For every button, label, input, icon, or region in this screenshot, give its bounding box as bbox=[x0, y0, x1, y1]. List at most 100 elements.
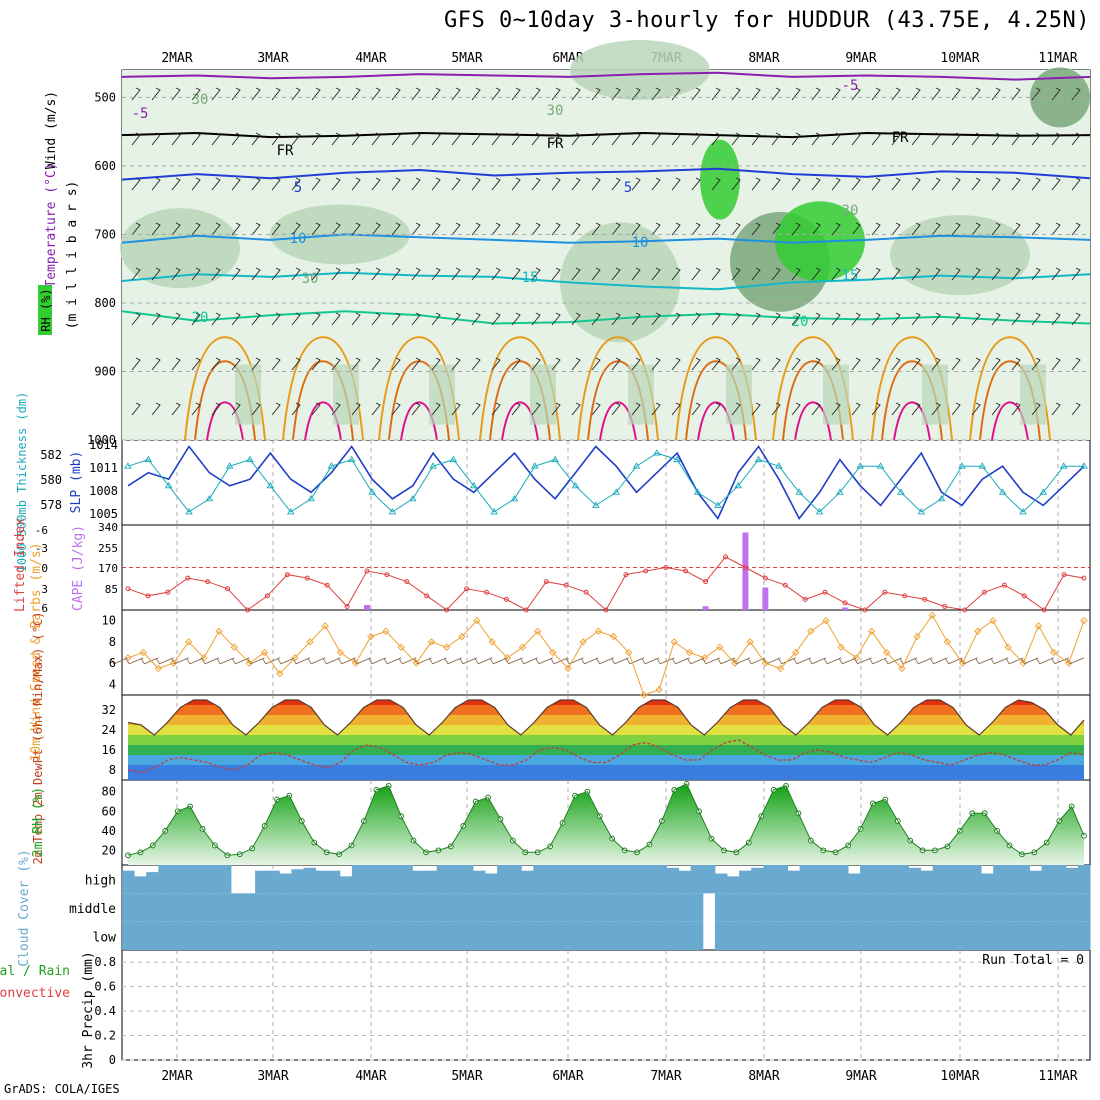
wind-barb bbox=[171, 402, 181, 416]
wind-barb bbox=[331, 357, 341, 371]
wind-barb bbox=[551, 312, 561, 326]
wind-barb bbox=[751, 87, 761, 101]
cloud-bar-high bbox=[194, 865, 208, 894]
axis-tick-label: 500 bbox=[94, 90, 116, 104]
cloud-bar-middle bbox=[436, 893, 450, 922]
wind-barb bbox=[231, 87, 241, 101]
cloud-bar-middle bbox=[920, 893, 934, 922]
thickness-point bbox=[612, 488, 620, 495]
wind-barb bbox=[971, 177, 981, 191]
contour-label: 10 bbox=[290, 231, 307, 247]
cloud-bar-middle bbox=[956, 893, 970, 922]
wind-barb bbox=[731, 87, 741, 101]
cloud-bar-middle bbox=[775, 893, 788, 922]
cloud-bar-high bbox=[388, 865, 401, 894]
wind-barb bbox=[991, 132, 1001, 146]
wind-barb bbox=[1011, 222, 1021, 236]
cloud-bar-middle bbox=[969, 893, 982, 922]
cloud-bar-high bbox=[1041, 865, 1055, 894]
wind-barb bbox=[731, 312, 741, 326]
wind-barb bbox=[971, 267, 981, 281]
wind-point bbox=[792, 648, 800, 657]
cloud-bar-middle bbox=[497, 893, 510, 922]
cloud-bar-low bbox=[122, 921, 135, 950]
isotherm-line bbox=[121, 233, 1091, 244]
wind-point bbox=[230, 643, 238, 651]
wind-barb bbox=[990, 657, 1009, 665]
wind-barb bbox=[671, 222, 681, 236]
cloud-bar-low bbox=[1041, 921, 1055, 950]
axis-tick-label: 1005 bbox=[89, 507, 118, 521]
wind-barb bbox=[811, 312, 821, 326]
contour-label: 30 bbox=[302, 271, 319, 287]
cloud-bar-low bbox=[388, 921, 401, 950]
wind-barb bbox=[311, 222, 321, 236]
wind-barb bbox=[571, 87, 581, 101]
cloud-bar-low bbox=[666, 921, 680, 950]
wind-barb bbox=[131, 87, 141, 101]
wind-barb bbox=[671, 267, 681, 281]
cloud-bar-low bbox=[751, 921, 764, 950]
date-tick-bottom: 11MAR bbox=[1038, 1069, 1077, 1084]
wind-barb bbox=[531, 222, 541, 236]
wind-barb bbox=[1031, 177, 1041, 191]
thickness-point bbox=[408, 494, 417, 502]
wind-barb bbox=[871, 222, 881, 236]
wind-barb bbox=[717, 657, 736, 665]
wind-barb bbox=[431, 177, 441, 191]
wind-barb bbox=[831, 177, 841, 191]
li-point bbox=[324, 582, 330, 588]
contour-label: FR bbox=[892, 130, 909, 146]
wind-barb bbox=[951, 312, 961, 326]
wind-barb bbox=[711, 222, 721, 236]
wind-barb bbox=[231, 132, 241, 146]
rh2m-area bbox=[128, 783, 1084, 865]
li-point bbox=[862, 607, 868, 613]
cloud-bar-low bbox=[727, 921, 740, 950]
cloud-bar-high bbox=[291, 869, 304, 894]
wind-barb bbox=[151, 87, 161, 101]
wind-barb bbox=[232, 657, 250, 665]
cloud-bar-low bbox=[1077, 921, 1091, 950]
axis-tick-label: -6 bbox=[35, 524, 48, 537]
wind-barb bbox=[823, 657, 842, 665]
cloud-bar-low bbox=[327, 921, 341, 950]
wind-barb bbox=[851, 177, 861, 191]
thickness-point bbox=[1039, 488, 1048, 495]
wind-barb bbox=[125, 657, 144, 665]
wind-barb bbox=[591, 177, 601, 191]
thickness-point bbox=[266, 481, 275, 489]
cloud-bar-low bbox=[243, 921, 256, 950]
wind-barb bbox=[151, 222, 161, 236]
cloud-bar-high bbox=[908, 867, 922, 894]
wind-barb bbox=[191, 222, 201, 236]
isotherm-line bbox=[121, 131, 1091, 139]
wind-barb bbox=[651, 312, 661, 326]
thickness-point bbox=[347, 455, 356, 463]
wind-point bbox=[306, 638, 314, 646]
cloud-bar-middle bbox=[896, 893, 909, 922]
wind-barb bbox=[491, 132, 501, 146]
wind-barb bbox=[751, 132, 761, 146]
cloud-bar-middle bbox=[1041, 893, 1055, 922]
wind-barb bbox=[291, 267, 301, 281]
cloud-bar-middle bbox=[981, 893, 994, 922]
wind-barb bbox=[751, 357, 761, 371]
wind-barb bbox=[691, 177, 701, 191]
rh-blob bbox=[429, 364, 455, 425]
cloud-bar-middle bbox=[400, 893, 413, 922]
isotherm-line bbox=[121, 167, 1091, 181]
wind-barb bbox=[651, 132, 661, 146]
li-point bbox=[981, 589, 987, 595]
wind-barb bbox=[211, 87, 221, 101]
wind-barb bbox=[911, 312, 921, 326]
wind-barb bbox=[951, 357, 961, 371]
wind-barb bbox=[591, 402, 601, 416]
li-point bbox=[245, 607, 250, 613]
cloud-bar-high bbox=[763, 865, 776, 894]
cloud-bar-high bbox=[569, 865, 583, 894]
rh-blob bbox=[726, 364, 752, 425]
cloud-bar-high bbox=[364, 865, 377, 894]
cloud-bar-high bbox=[279, 873, 292, 894]
